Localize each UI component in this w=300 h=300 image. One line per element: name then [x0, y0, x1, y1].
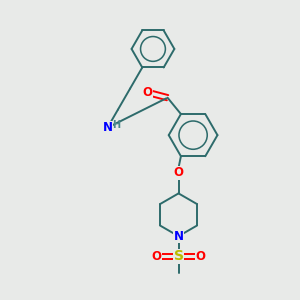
- Text: N: N: [173, 230, 184, 243]
- Text: O: O: [196, 250, 206, 263]
- Text: H: H: [112, 120, 120, 130]
- Text: N: N: [103, 121, 112, 134]
- Text: S: S: [173, 249, 184, 263]
- Text: O: O: [173, 166, 184, 179]
- Text: O: O: [151, 250, 161, 263]
- Text: O: O: [142, 86, 152, 99]
